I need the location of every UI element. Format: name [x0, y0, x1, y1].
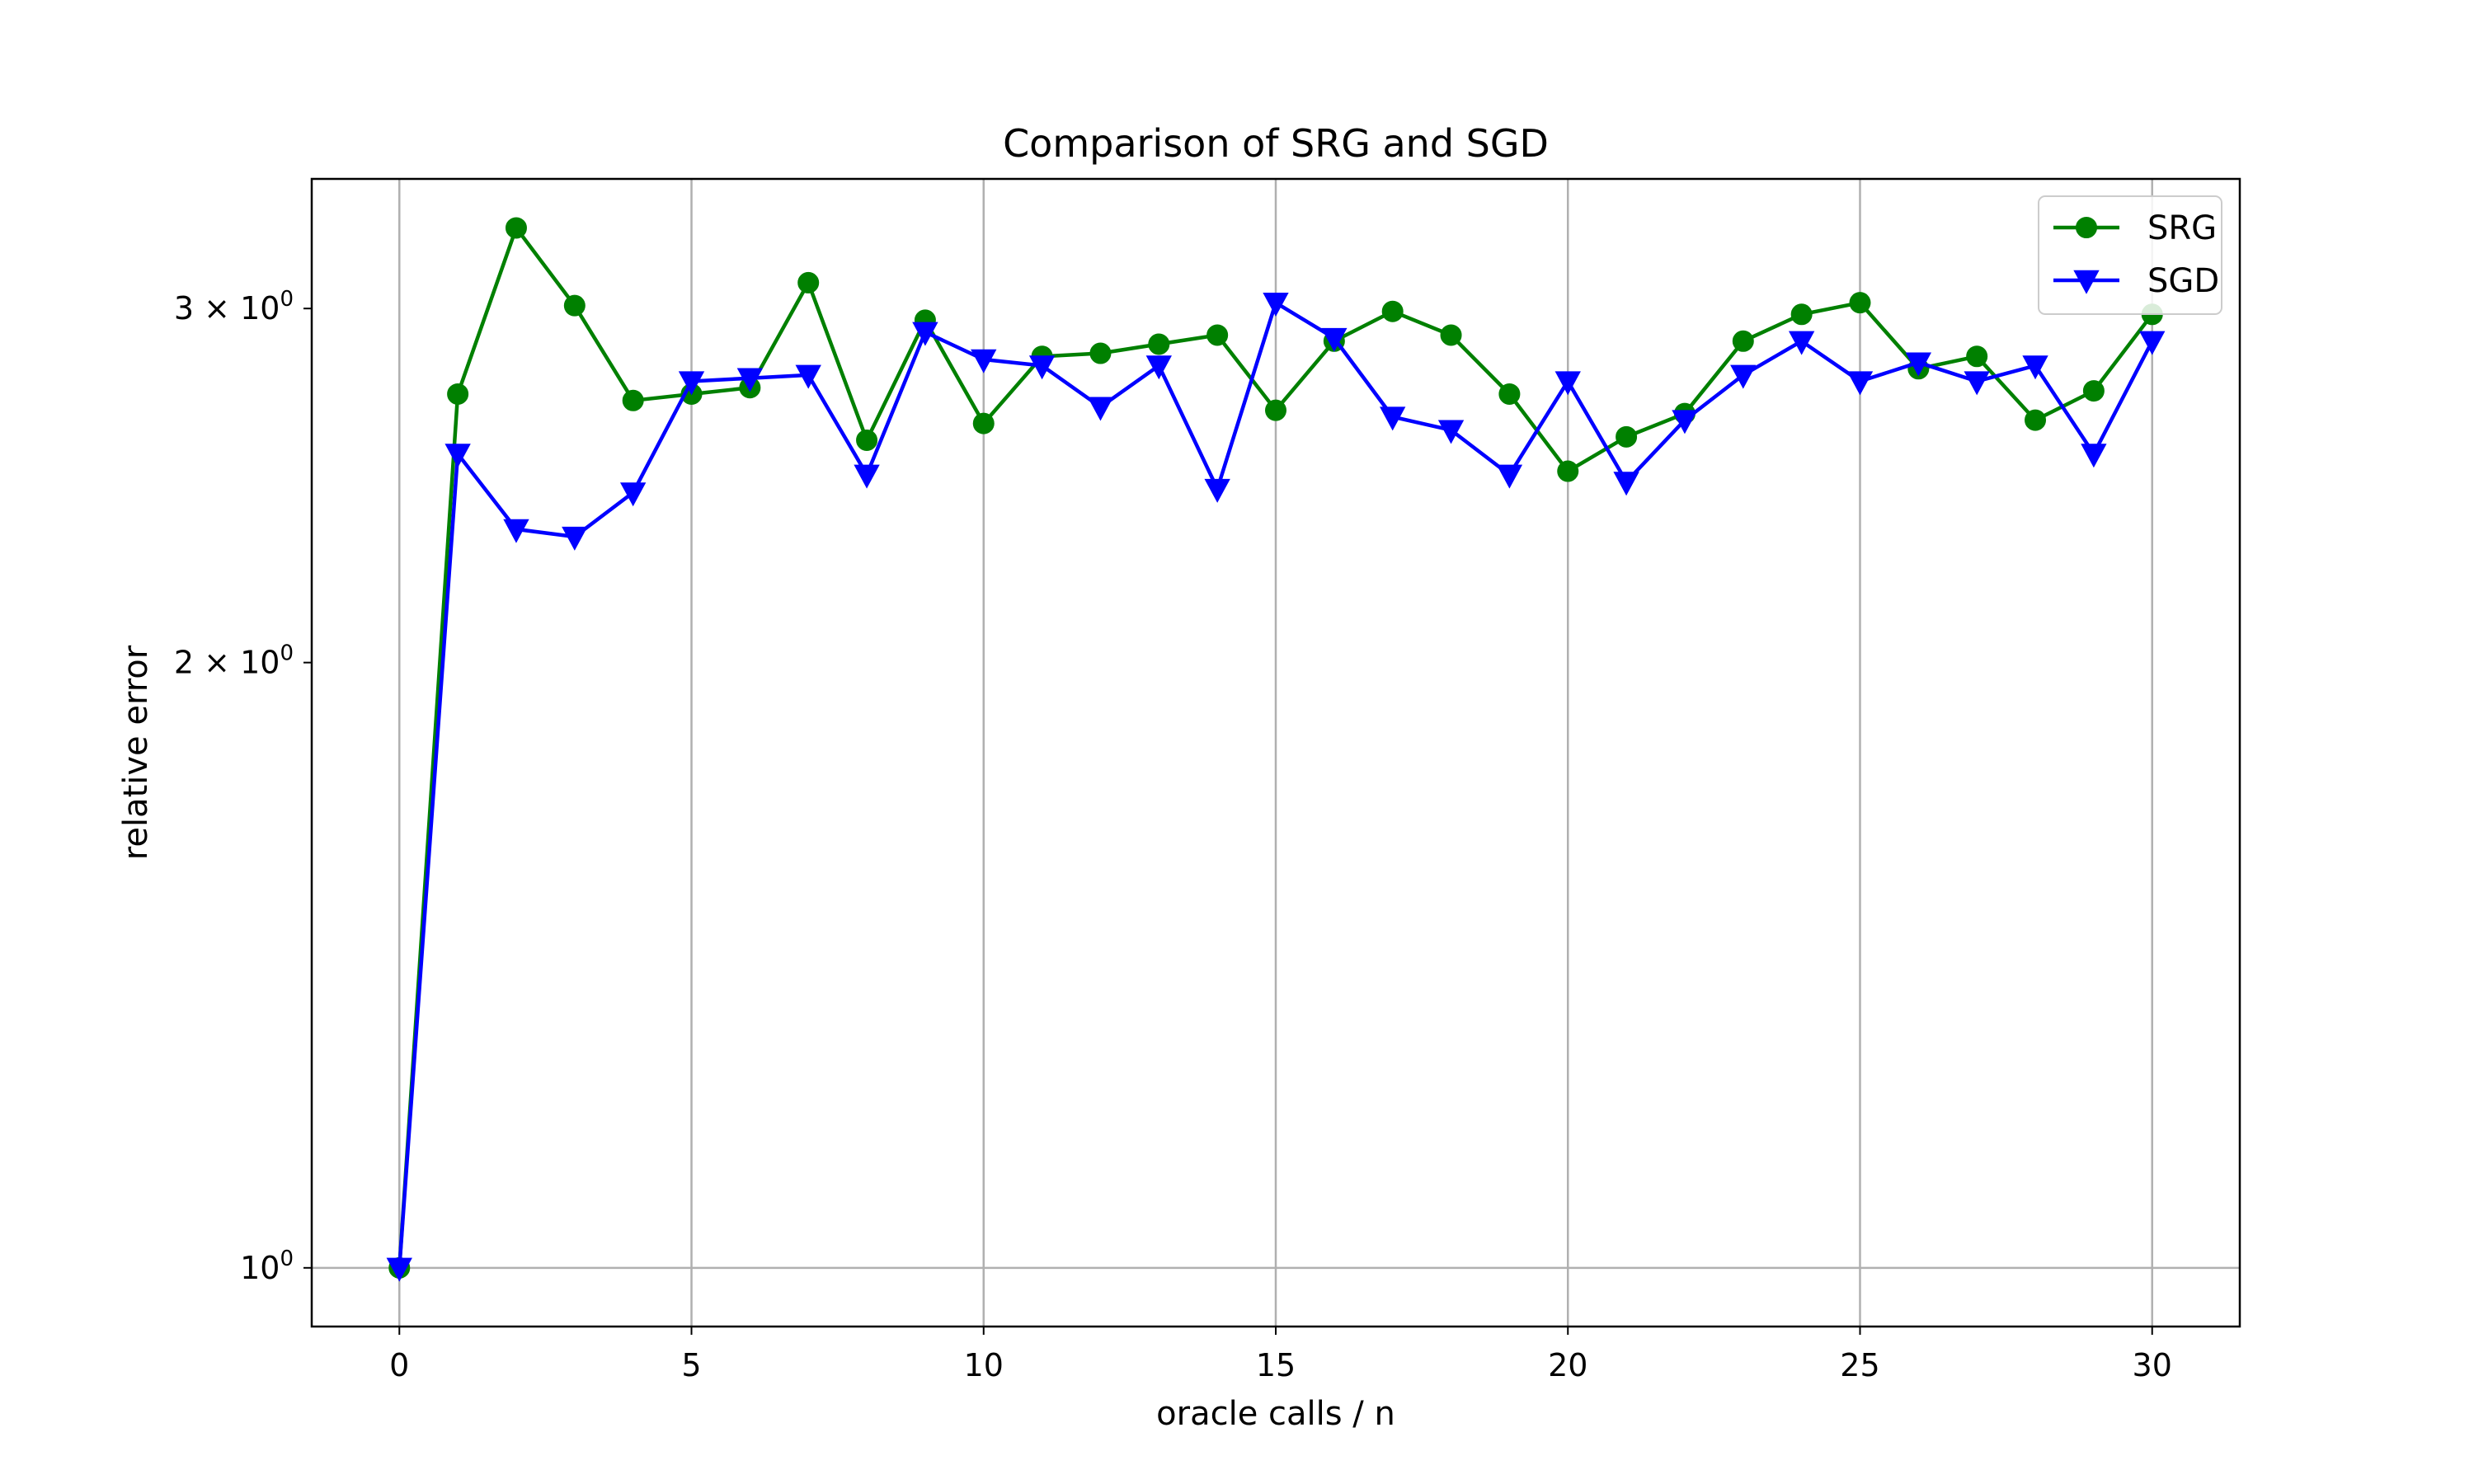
data-point-sgd [562, 526, 588, 551]
data-point-sgd [1554, 371, 1581, 396]
data-point-srg [563, 294, 586, 317]
y-tick-label: 3 × 100 [174, 287, 294, 326]
data-point-sgd [1145, 355, 1172, 380]
data-point-sgd [2081, 444, 2107, 468]
data-point-srg [447, 383, 469, 405]
data-point-srg [856, 429, 878, 451]
legend-label-sgd: SGD [2147, 262, 2219, 300]
data-point-srg [1790, 303, 1813, 326]
x-tick-label: 5 [681, 1347, 701, 1383]
data-point-sgd [619, 482, 647, 507]
data-point-sgd [678, 371, 705, 396]
data-point-srg [622, 389, 644, 411]
y-axis-ticks: 100 2 × 100 3 × 100 [174, 287, 312, 1286]
data-point-srg [1206, 324, 1229, 346]
data-point-srg [1498, 383, 1521, 405]
data-point-srg [505, 217, 527, 239]
data-point-sgd [1204, 478, 1230, 503]
data-point-srg [1381, 300, 1404, 322]
data-point-sgd [795, 364, 821, 389]
data-point-sgd [2022, 355, 2048, 380]
x-tick-label: 10 [964, 1347, 1004, 1383]
data-point-sgd [1613, 472, 1639, 496]
y-tick-label: 2 × 100 [174, 641, 294, 681]
data-point-srg [1265, 399, 1286, 421]
legend-marker-sgd [2073, 270, 2100, 294]
data-point-sgd [736, 368, 764, 392]
legend-label-srg: SRG [2147, 209, 2217, 247]
data-point-sgd [503, 519, 529, 543]
legend-marker-srg [2076, 217, 2097, 238]
x-axis-ticks: 0 5 10 15 20 25 30 [389, 1327, 2172, 1383]
data-point-sgd [1730, 364, 1757, 389]
x-tick-label: 25 [1840, 1347, 1879, 1383]
y-tick-label: 100 [240, 1247, 294, 1286]
plot-frame [310, 177, 2241, 1328]
data-point-sgd [1028, 355, 1056, 380]
data-point-srg [972, 412, 995, 434]
series-layer [386, 217, 2166, 1282]
data-point-sgd [1087, 397, 1114, 421]
x-tick-label: 0 [389, 1347, 409, 1383]
data-point-srg [1089, 342, 1112, 364]
data-point-srg [1849, 292, 1871, 314]
data-point-sgd [2139, 331, 2166, 355]
x-tick-label: 20 [1548, 1347, 1587, 1383]
data-point-sgd [912, 322, 938, 346]
data-point-sgd [1496, 464, 1523, 489]
series-sgd [386, 292, 2166, 1282]
x-tick-label: 15 [1256, 1347, 1296, 1383]
data-point-srg [1440, 324, 1462, 346]
data-point-srg [1148, 333, 1170, 355]
data-point-sgd [1672, 410, 1698, 434]
x-axis-label: oracle calls / n [1156, 1395, 1395, 1433]
data-point-sgd [1964, 371, 1990, 396]
data-point-srg [797, 271, 820, 294]
data-point-sgd [1846, 371, 1874, 396]
data-point-sgd [444, 444, 471, 468]
data-point-sgd [1437, 420, 1465, 444]
data-point-sgd [1380, 406, 1406, 431]
data-point-srg [1966, 345, 1988, 368]
data-point-srg [2082, 380, 2105, 402]
data-point-sgd [1905, 352, 1932, 377]
data-point-sgd [1788, 331, 1815, 355]
data-point-srg [2025, 409, 2047, 431]
x-tick-label: 30 [2133, 1347, 2172, 1383]
data-point-sgd [971, 349, 997, 373]
y-axis-label: relative error [117, 645, 155, 860]
data-point-srg [1732, 330, 1754, 352]
data-point-srg [1616, 425, 1638, 448]
legend: SRG SGD [2038, 195, 2222, 315]
data-point-sgd [1321, 327, 1348, 352]
data-point-sgd [854, 464, 880, 489]
chart-title: Comparison of SRG and SGD [1003, 121, 1549, 166]
data-point-sgd [386, 1257, 412, 1282]
data-point-sgd [1263, 292, 1289, 317]
data-point-srg [1557, 460, 1579, 482]
